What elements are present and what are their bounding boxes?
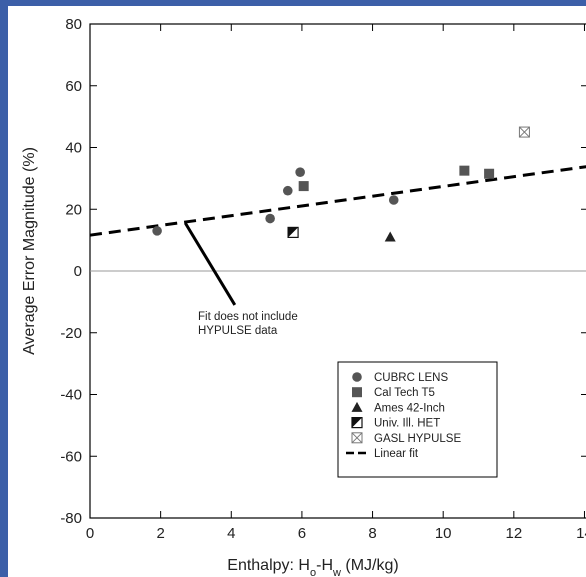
legend-box — [337, 361, 498, 478]
x-axis-label-part: Enthalpy: H — [227, 557, 310, 574]
data-point — [298, 181, 309, 192]
x-axis-label-subscript: w — [332, 567, 341, 577]
y-tick-label: 80 — [65, 16, 82, 33]
y-tick-label: 60 — [65, 78, 82, 95]
annotation-text: HYPULSE data — [198, 325, 278, 337]
y-tick-label: -40 — [60, 387, 82, 404]
data-point — [518, 126, 530, 138]
marker-half-square-fill — [288, 227, 299, 238]
legend-marker — [352, 372, 362, 382]
axis-ticks: 0 2 4 6 8 10 12 14 -80 -60 -40 -20 0 20 40 60 80 — [60, 16, 586, 542]
data-point — [388, 195, 399, 205]
x-tick-label: 6 — [298, 525, 306, 542]
chart-frame: Average Error Magnitude (%) Enthalpy: Ho… — [8, 6, 586, 577]
marker-triangle — [384, 231, 396, 242]
x-tick-label: 4 — [227, 525, 235, 542]
marker-crossed-square-line — [351, 432, 363, 444]
legend-label: Univ. Ill. HET — [374, 418, 440, 430]
axis-labels: Average Error Magnitude (%) Enthalpy: Ho… — [21, 147, 399, 577]
annotation-pointer — [184, 222, 237, 306]
marker-circle — [295, 167, 305, 177]
data-marks: Fit does not include HYPULSE data — [89, 126, 586, 337]
y-axis-label: Average Error Magnitude (%) — [21, 147, 38, 355]
marker-triangle — [351, 401, 363, 412]
linear-fit-line — [89, 165, 586, 237]
marker-circle — [352, 372, 362, 382]
legend-marker — [351, 432, 363, 444]
x-tick-label: 8 — [368, 525, 376, 542]
marker-circle — [388, 195, 399, 205]
y-tick-label: -60 — [60, 448, 82, 465]
chart-svg: Average Error Magnitude (%) Enthalpy: Ho… — [21, 16, 586, 577]
marker-circle — [152, 226, 162, 236]
marker-square — [484, 168, 495, 179]
legend-marker — [352, 387, 362, 398]
marker-half-square-fill — [352, 417, 362, 428]
data-point — [282, 185, 293, 196]
data-point — [152, 226, 162, 236]
data-point — [384, 231, 396, 242]
legend-marker — [351, 401, 363, 412]
marker-square — [298, 181, 309, 192]
x-tick-label: 2 — [156, 525, 164, 542]
y-tick-label: 40 — [65, 140, 82, 157]
data-point — [287, 226, 299, 239]
legend-label: Cal Tech T5 — [374, 387, 435, 399]
marker-circle — [265, 213, 275, 224]
y-tick-label: 0 — [74, 263, 82, 280]
x-axis-label-part: -H — [316, 557, 333, 574]
y-tick-label: -20 — [60, 325, 82, 342]
data-point — [265, 213, 275, 224]
data-point — [459, 165, 470, 176]
legend-label: Ames 42-Inch — [374, 402, 445, 414]
marker-circle — [282, 185, 293, 196]
legend-label: Linear fit — [374, 448, 419, 460]
x-axis-label-part: (MJ/kg) — [341, 557, 399, 574]
marker-crossed-square-line — [519, 126, 530, 138]
marker-square — [352, 387, 362, 398]
annotation-text: Fit does not include — [198, 311, 298, 323]
y-tick-label: -80 — [60, 510, 82, 527]
legend-label: GASL HYPULSE — [374, 433, 461, 445]
x-axis-label: Enthalpy: Ho-Hw (MJ/kg) — [227, 557, 398, 577]
marker-square — [459, 165, 470, 176]
data-point — [484, 168, 495, 179]
legend: CUBRC LENS Cal Tech T5 Ames 42-Inch Univ. I… — [337, 361, 498, 478]
x-tick-label: 10 — [435, 525, 452, 542]
legend-marker — [351, 417, 363, 429]
data-point — [295, 167, 305, 177]
legend-label: CUBRC LENS — [374, 372, 448, 384]
x-axis-label-subscript: o — [310, 567, 316, 577]
y-tick-label: 20 — [65, 201, 82, 218]
x-tick-label: 12 — [505, 525, 522, 542]
x-tick-label: 14 — [576, 525, 586, 542]
x-tick-label: 0 — [86, 525, 94, 542]
